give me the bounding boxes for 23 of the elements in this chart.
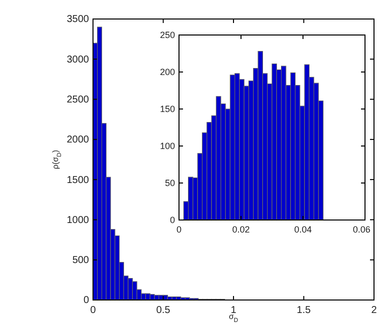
x-tick-label: 0 <box>176 224 182 234</box>
y-tick-label: 3000 <box>66 54 90 66</box>
y-tick-label: 0 <box>170 214 175 225</box>
y-tick-label: 2000 <box>66 134 90 146</box>
x-tick-label: 0.02 <box>232 224 250 234</box>
y-tick-label: 1000 <box>66 214 90 226</box>
x-tick-label: 2 <box>371 305 378 316</box>
y-tick-label: 150 <box>160 104 175 114</box>
x-tick-label: 0.04 <box>294 224 312 234</box>
y-tick-label: 50 <box>164 178 175 188</box>
x-tick-label: 1.5 <box>296 305 312 316</box>
y-tick-label: 200 <box>160 66 175 77</box>
y-tick-label: 0 <box>83 295 90 306</box>
x-tick-label: 0.5 <box>156 305 171 316</box>
y-tick-label: 2500 <box>66 94 90 106</box>
x-axis-title: σ$_{D}$ <box>228 312 239 324</box>
x-tick-label: 0 <box>90 305 96 316</box>
y-tick-label: 100 <box>160 140 175 151</box>
y-tick-label: 1500 <box>66 174 90 186</box>
y-tick-label: 500 <box>72 255 90 266</box>
y-tick-label: 250 <box>160 30 175 40</box>
x-tick-label: 0.06 <box>352 224 370 234</box>
y-tick-label: 3500 <box>66 14 90 26</box>
